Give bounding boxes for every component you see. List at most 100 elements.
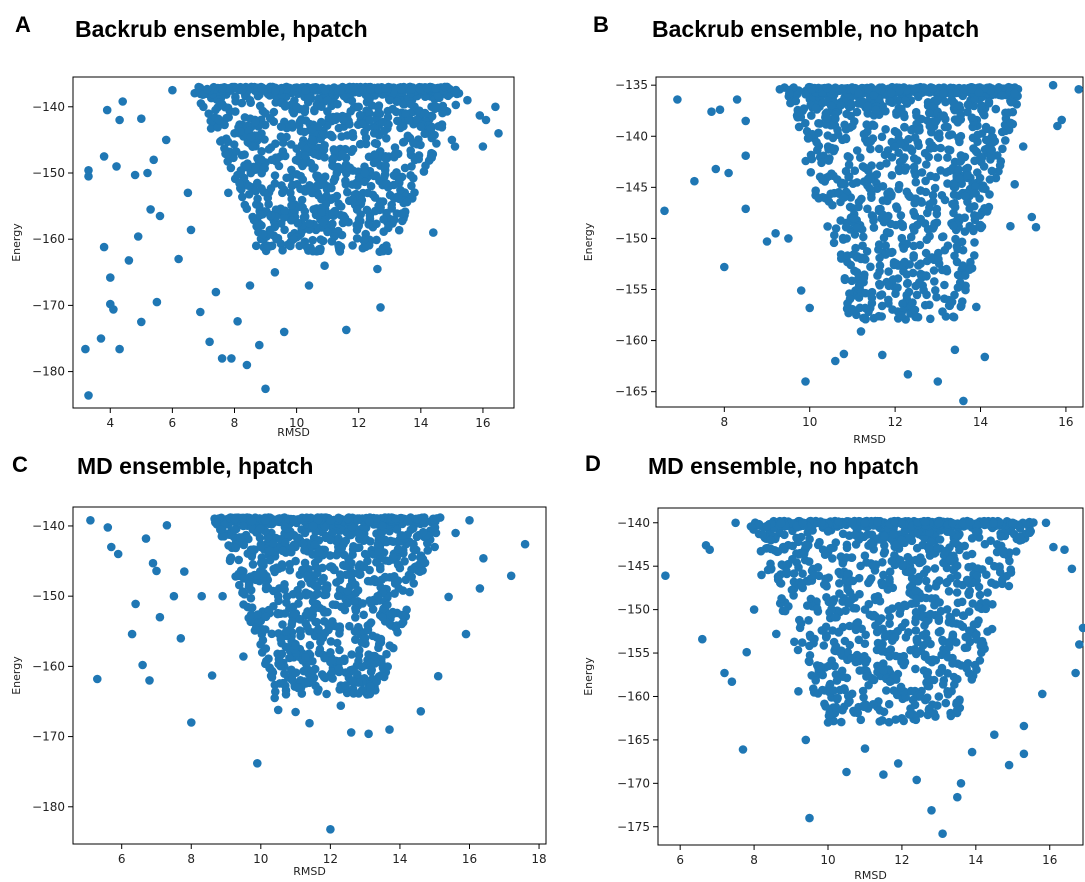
scatter-point [777, 560, 787, 569]
scatter-point [956, 151, 966, 160]
scatter-point [981, 135, 991, 145]
scatter-point [969, 620, 979, 629]
scatter-point [885, 677, 895, 686]
scatter-point [928, 197, 938, 206]
scatter-point [360, 549, 370, 559]
scatter-point [313, 171, 323, 181]
scatter-point [820, 550, 830, 559]
scatter-point [887, 171, 897, 180]
y-tick-label: −160 [617, 689, 650, 703]
scatter-point [247, 516, 257, 526]
scatter-point [251, 241, 261, 251]
scatter-point [376, 564, 385, 574]
scatter-point [837, 84, 847, 93]
scatter-point [991, 580, 1000, 589]
scatter-point [354, 651, 364, 660]
scatter-point [934, 518, 944, 528]
scatter-point [944, 587, 954, 596]
scatter-point [922, 617, 931, 626]
scatter-point [705, 545, 714, 554]
y-tick-label: −170 [32, 730, 65, 744]
scatter-point [897, 519, 907, 529]
scatter-point [831, 642, 841, 651]
scatter-point [343, 514, 353, 524]
scatter-point [270, 179, 280, 188]
scatter-point [385, 725, 394, 734]
scatter-point [838, 672, 848, 681]
scatter-point [940, 547, 950, 556]
scatter-point [429, 228, 438, 237]
scatter-point [975, 211, 985, 220]
scatter-point [998, 144, 1007, 154]
scatter-point [901, 163, 911, 172]
scatter-point [984, 556, 994, 565]
x-tick-label: 8 [187, 852, 195, 866]
scatter-point [212, 518, 221, 527]
scatter-point [302, 571, 312, 581]
scatter-point [952, 638, 961, 647]
scatter-point [1004, 581, 1014, 591]
scatter-point [997, 91, 1007, 100]
scatter-point [835, 589, 844, 598]
scatter-point [251, 164, 260, 173]
scatter-point [240, 573, 249, 582]
scatter-point [260, 120, 270, 130]
x-axis-label: RMSD [277, 426, 310, 439]
scatter-point [309, 205, 318, 214]
scatter-point [240, 150, 249, 159]
scatter-point [438, 101, 448, 111]
scatter-point [838, 705, 847, 715]
scatter-point [426, 152, 436, 161]
scatter-point [211, 105, 220, 115]
scatter-point [409, 138, 418, 148]
scatter-point [961, 661, 971, 671]
scatter-point [382, 649, 391, 659]
y-tick-label: −150 [615, 231, 648, 245]
scatter-point [149, 155, 158, 165]
scatter-point [899, 651, 909, 661]
scatter-point [882, 686, 891, 695]
y-axis-label: Energy [10, 656, 23, 695]
scatter-point [831, 702, 841, 712]
scatter-point [1041, 518, 1051, 528]
panel-title-c: MD ensemble, hpatch [77, 453, 313, 479]
plot-a: 4 6 8 10 12 14 16−180−170−160−150−140RMSDEnerg… [10, 76, 515, 439]
scatter-point [353, 569, 363, 578]
scatter-point [293, 683, 303, 693]
scatter-point [308, 246, 318, 256]
x-axis-label: RMSD [293, 865, 326, 878]
scatter-point [690, 176, 699, 186]
scatter-point [322, 689, 331, 699]
scatter-point [933, 96, 942, 105]
scatter-point [274, 161, 284, 171]
scatter-point [278, 246, 287, 255]
scatter-point [262, 581, 271, 591]
scatter-point [891, 715, 900, 724]
scatter-point [306, 158, 316, 168]
y-tick-label: −155 [615, 283, 648, 297]
scatter-point [141, 534, 151, 543]
scatter-point [336, 86, 346, 95]
scatter-point [319, 178, 328, 188]
scatter-point [155, 612, 165, 622]
scatter-point [391, 148, 401, 158]
scatter-point [843, 299, 852, 308]
scatter-point [900, 257, 909, 267]
scatter-point [295, 626, 305, 635]
scatter-point [822, 593, 831, 602]
scatter-point [259, 187, 269, 197]
scatter-point [950, 345, 960, 355]
scatter-point [355, 110, 365, 120]
scatter-point [335, 657, 345, 666]
scatter-point [924, 655, 933, 665]
scatter-point [282, 85, 291, 94]
scatter-point [907, 125, 916, 135]
scatter-point [286, 188, 295, 198]
scatter-point [938, 680, 948, 689]
x-tick-label: 16 [475, 416, 490, 430]
scatter-point [328, 154, 338, 163]
scatter-point [346, 728, 356, 737]
x-tick-label: 8 [750, 853, 758, 867]
scatter-point [401, 109, 410, 118]
scatter-point [242, 360, 252, 370]
